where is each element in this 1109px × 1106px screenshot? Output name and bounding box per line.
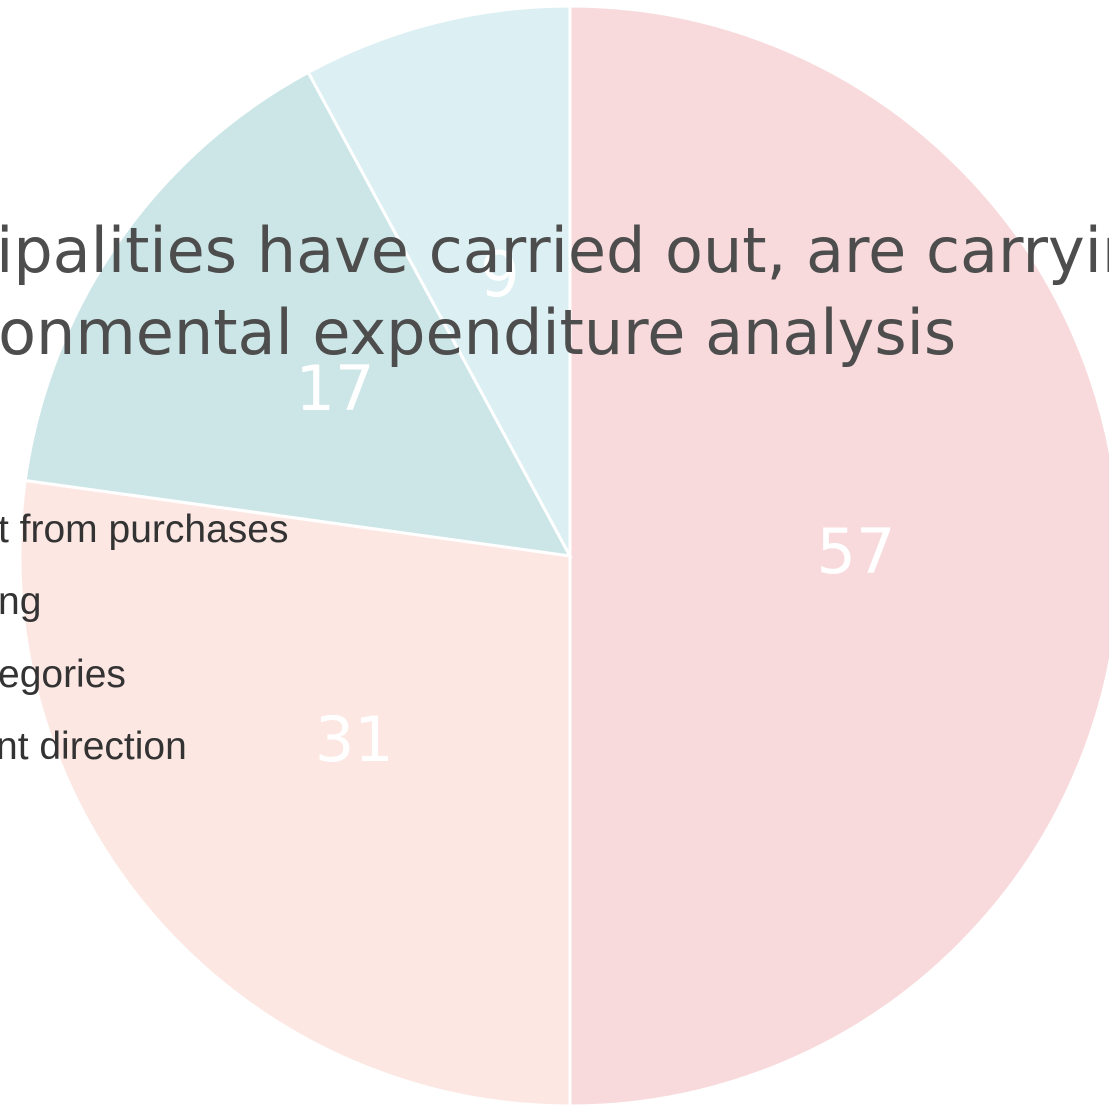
slice-value-label: 57 xyxy=(817,515,896,588)
chart-title-line-1: cipalities have carried out, are carryin xyxy=(0,214,1109,287)
pie-slice xyxy=(568,4,1109,1106)
legend-item: ng xyxy=(0,580,42,623)
chart-title-line-2: ronmental expenditure analysis xyxy=(0,296,957,369)
pie-slice xyxy=(18,478,572,1106)
legend-item: t from purchases xyxy=(0,508,289,551)
legend-item: nt direction xyxy=(0,725,187,768)
legend-item: egories xyxy=(0,653,126,696)
slice-value-label: 9 xyxy=(480,238,519,311)
pie-slice xyxy=(23,70,573,558)
slice-value-label: 31 xyxy=(315,703,394,776)
slice-value-label: 17 xyxy=(296,352,375,425)
pie-slice xyxy=(306,4,572,557)
